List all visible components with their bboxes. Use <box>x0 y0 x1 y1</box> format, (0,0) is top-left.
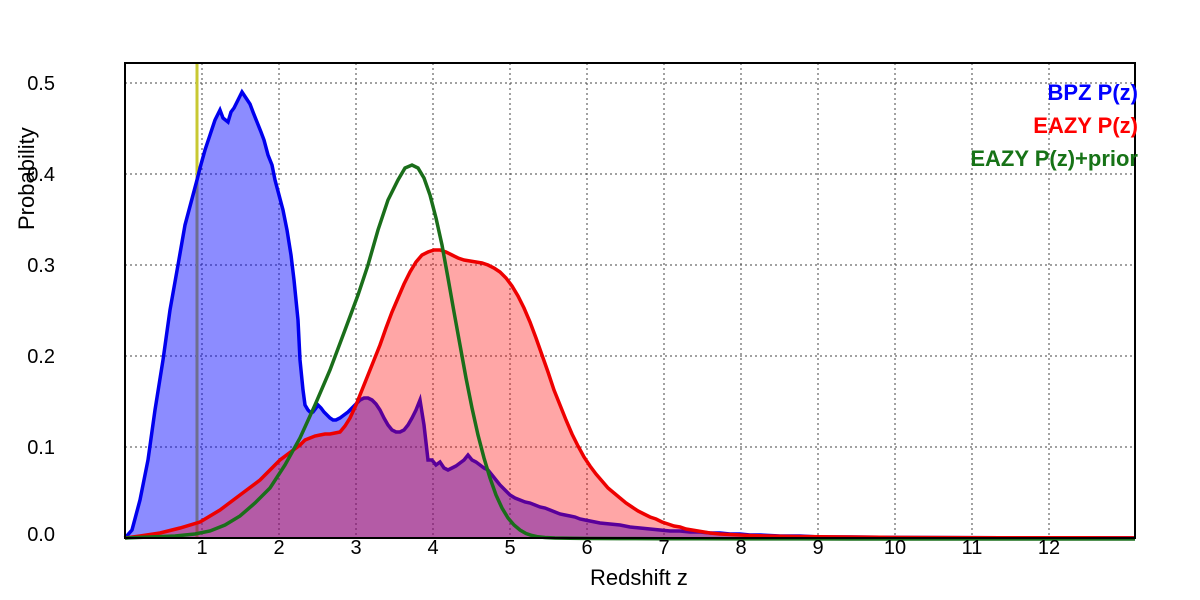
x-axis-label: Redshift z <box>590 565 688 591</box>
ytick-0.5: 0.5 <box>5 73 55 96</box>
ytick-0.2: 0.2 <box>5 346 55 369</box>
redshift-probability-chart <box>0 0 1200 600</box>
chart-container: 0.5 0.4 0.3 0.2 0.1 0.0 1 2 3 4 5 6 7 8 … <box>0 0 1200 600</box>
xtick-9: 9 <box>803 537 833 560</box>
xtick-12: 12 <box>1034 537 1064 560</box>
xtick-10: 10 <box>880 537 910 560</box>
xtick-11: 11 <box>957 537 987 560</box>
xtick-3: 3 <box>341 537 371 560</box>
xtick-4: 4 <box>418 537 448 560</box>
legend-bpz: BPZ P(z) <box>1048 80 1138 106</box>
xtick-1: 1 <box>187 537 217 560</box>
xtick-5: 5 <box>495 537 525 560</box>
y-axis-label: Probability <box>14 127 40 230</box>
legend-eazy-prior: EAZY P(z)+prior <box>970 146 1138 172</box>
ytick-0.3: 0.3 <box>5 255 55 278</box>
ytick-0.0: 0.0 <box>5 524 55 547</box>
ytick-0.1: 0.1 <box>5 437 55 460</box>
xtick-6: 6 <box>572 537 602 560</box>
xtick-2: 2 <box>264 537 294 560</box>
xtick-8: 8 <box>726 537 756 560</box>
xtick-7: 7 <box>649 537 679 560</box>
legend-eazy: EAZY P(z) <box>1033 113 1138 139</box>
